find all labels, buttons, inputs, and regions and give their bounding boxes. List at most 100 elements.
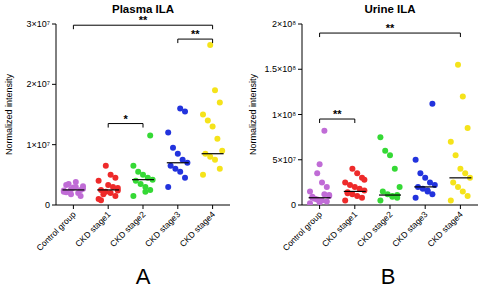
plot-area	[61, 42, 225, 203]
x-tick-label: CKD stage1	[320, 209, 360, 249]
point	[168, 163, 174, 169]
point	[210, 124, 216, 130]
x-tick	[425, 205, 426, 209]
point	[465, 193, 471, 199]
significance-label: *	[123, 113, 128, 125]
point	[453, 152, 459, 158]
point	[455, 62, 461, 68]
point	[108, 172, 114, 178]
point	[200, 112, 206, 118]
point	[105, 182, 111, 188]
point	[321, 128, 327, 134]
median-line	[414, 186, 436, 187]
point	[217, 99, 223, 105]
point	[100, 191, 106, 197]
point	[450, 179, 456, 185]
median-line	[97, 189, 119, 190]
median-line	[167, 162, 189, 163]
point	[212, 87, 218, 93]
y-tick	[52, 144, 56, 145]
y-tick	[298, 159, 302, 160]
point	[217, 166, 223, 172]
y-tick-label: 2×10⁷	[26, 79, 50, 89]
point	[382, 148, 388, 154]
x-tick	[460, 205, 461, 209]
point	[205, 118, 211, 124]
point	[314, 170, 320, 176]
x-tick-label: CKD stage2	[108, 209, 148, 249]
point	[342, 197, 348, 203]
point	[135, 169, 141, 175]
x-tick-label: CKD stage3	[143, 209, 183, 249]
x-tick-label: CKD stage2	[355, 209, 395, 249]
point	[115, 188, 121, 194]
point	[326, 192, 332, 198]
panel: Urine ILANormalized intensity05×10⁷1×10⁸…	[248, 3, 478, 289]
point	[165, 130, 171, 136]
y-tick-label: 3×10⁷	[26, 19, 50, 29]
significance-label: **	[386, 22, 395, 34]
x-tick	[212, 205, 213, 209]
point	[133, 178, 139, 184]
point	[460, 93, 466, 99]
median-line	[449, 177, 471, 178]
median-line	[202, 153, 224, 154]
point	[465, 125, 471, 131]
median-line	[62, 189, 84, 190]
significance-label: **	[139, 14, 148, 26]
point	[214, 136, 220, 142]
y-tick-label: 0	[291, 200, 296, 210]
point	[307, 188, 313, 194]
point	[413, 195, 419, 201]
point	[342, 179, 348, 185]
y-tick-label: 5×10⁷	[272, 155, 296, 165]
point	[319, 179, 325, 185]
point	[448, 197, 454, 203]
point	[170, 145, 176, 151]
point	[448, 139, 454, 145]
median-line	[309, 197, 331, 198]
y-tick	[52, 24, 56, 25]
point	[66, 181, 72, 187]
panel-letter: A	[136, 264, 151, 289]
point	[457, 166, 463, 172]
point	[324, 184, 330, 190]
point	[377, 134, 383, 140]
point	[103, 163, 109, 169]
point	[460, 188, 466, 194]
point	[147, 133, 153, 139]
point	[361, 177, 367, 183]
point	[387, 152, 393, 158]
point	[80, 183, 86, 189]
y-tick-label: 1.5×10⁸	[264, 64, 296, 74]
y-tick	[52, 84, 56, 85]
y-axis-label: Normalized intensity	[4, 73, 14, 155]
point	[142, 189, 148, 195]
point	[182, 175, 188, 181]
point	[317, 161, 323, 167]
point	[377, 197, 383, 203]
point	[200, 172, 206, 178]
point	[354, 170, 360, 176]
point	[392, 166, 398, 172]
significance-label: **	[191, 28, 200, 40]
y-tick	[52, 205, 56, 206]
point	[78, 193, 84, 199]
x-tick-label: Control group	[281, 209, 325, 253]
y-axis-label: Normalized intensity	[248, 73, 258, 155]
point	[130, 163, 136, 169]
y-tick-label: 1×10⁷	[26, 140, 50, 150]
point	[345, 189, 351, 195]
x-tick	[390, 205, 391, 209]
point	[177, 105, 183, 111]
x-tick	[73, 205, 74, 209]
x-tick	[108, 205, 109, 209]
x-tick-label: CKD stage1	[73, 209, 113, 249]
point	[309, 194, 315, 200]
x-tick	[319, 205, 320, 209]
point	[455, 184, 461, 190]
point	[98, 197, 104, 203]
x-tick	[177, 205, 178, 209]
point	[425, 188, 431, 194]
point	[417, 170, 423, 176]
